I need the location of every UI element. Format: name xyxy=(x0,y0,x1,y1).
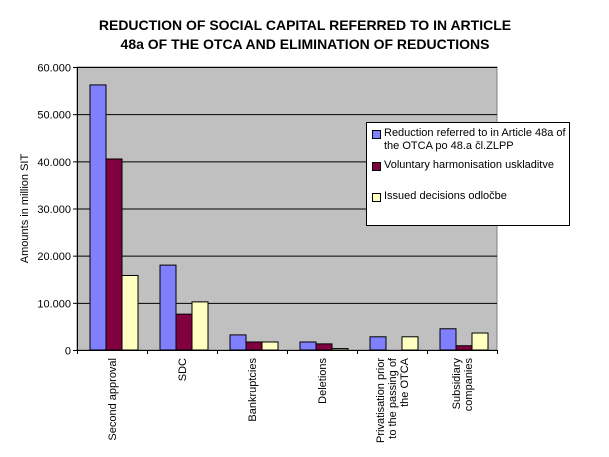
bar-series-1 xyxy=(89,84,107,351)
x-tick-label: SDC xyxy=(177,358,189,381)
bar-series-3 xyxy=(471,332,489,351)
bar-series-3 xyxy=(121,274,139,351)
x-tick-label: companies xyxy=(463,358,475,412)
legend-label-series-3: Issued decisions odločbe xyxy=(384,190,507,202)
y-tick-label: 10.000 xyxy=(37,298,71,310)
bar-series-2 xyxy=(315,343,333,351)
chart-title-line-1: REDUCTION OF SOCIAL CAPITAL REFERRED TO … xyxy=(98,17,512,33)
x-tick-label: Subsidiary xyxy=(451,358,463,410)
bar-series-2 xyxy=(455,345,473,351)
chart-legend: Reduction referred to in Article 48a of … xyxy=(366,122,570,226)
bar-series-1 xyxy=(159,264,177,351)
legend-entry-series-2: Voluntary harmonisation uskladitve xyxy=(372,159,554,172)
x-tick-label: Deletions xyxy=(317,358,329,404)
legend-label-series-1-line-1: Reduction referred to in Article 48a of xyxy=(384,127,566,139)
y-tick-label: 40.000 xyxy=(37,157,71,169)
legend-label-series-2: Voluntary harmonisation uskladitve xyxy=(384,159,554,171)
bar-series-1 xyxy=(369,336,387,351)
chart-title: REDUCTION OF SOCIAL CAPITAL REFERRED TO … xyxy=(60,16,550,54)
legend-entry-series-1: Reduction referred to in Article 48a of … xyxy=(372,127,566,153)
bar-series-2 xyxy=(175,313,193,351)
legend-label-series-1: Reduction referred to in Article 48a of … xyxy=(384,127,566,153)
x-tick-label: Second approval xyxy=(107,358,119,441)
legend-label-series-1-line-2: the OTCA po 48.a čl.ZLPP xyxy=(384,140,514,152)
y-tick-label: 50.000 xyxy=(37,110,71,122)
bar-series-3 xyxy=(331,348,349,351)
x-tick-label: to the passing of xyxy=(387,357,399,439)
y-tick-label: 60.000 xyxy=(37,63,71,75)
y-tick-label: 0 xyxy=(65,346,71,358)
chart-title-line-2: 48a OF THE OTCA AND ELIMINATION OF REDUC… xyxy=(120,36,490,52)
legend-swatch-series-3 xyxy=(372,193,381,202)
bar-series-1 xyxy=(299,341,317,351)
x-tick-label: Privatisation prior xyxy=(375,358,387,443)
legend-entry-series-3: Issued decisions odločbe xyxy=(372,190,507,203)
bar-series-3 xyxy=(261,341,279,351)
y-tick-label: 30.000 xyxy=(37,204,71,216)
bar-series-3 xyxy=(191,301,209,351)
y-axis-label: Amounts in million SIT xyxy=(19,154,31,264)
bar-series-1 xyxy=(439,328,457,351)
x-tick-label: Bankruptcies xyxy=(247,358,259,422)
legend-swatch-series-2 xyxy=(372,162,381,171)
x-tick-label: the OTCA xyxy=(399,357,411,407)
bar-series-2 xyxy=(105,158,123,351)
bar-series-3 xyxy=(401,336,419,351)
bar-series-1 xyxy=(229,334,247,351)
y-tick-label: 20.000 xyxy=(37,251,71,263)
bar-series-2 xyxy=(245,341,263,351)
legend-swatch-series-1 xyxy=(372,130,381,139)
